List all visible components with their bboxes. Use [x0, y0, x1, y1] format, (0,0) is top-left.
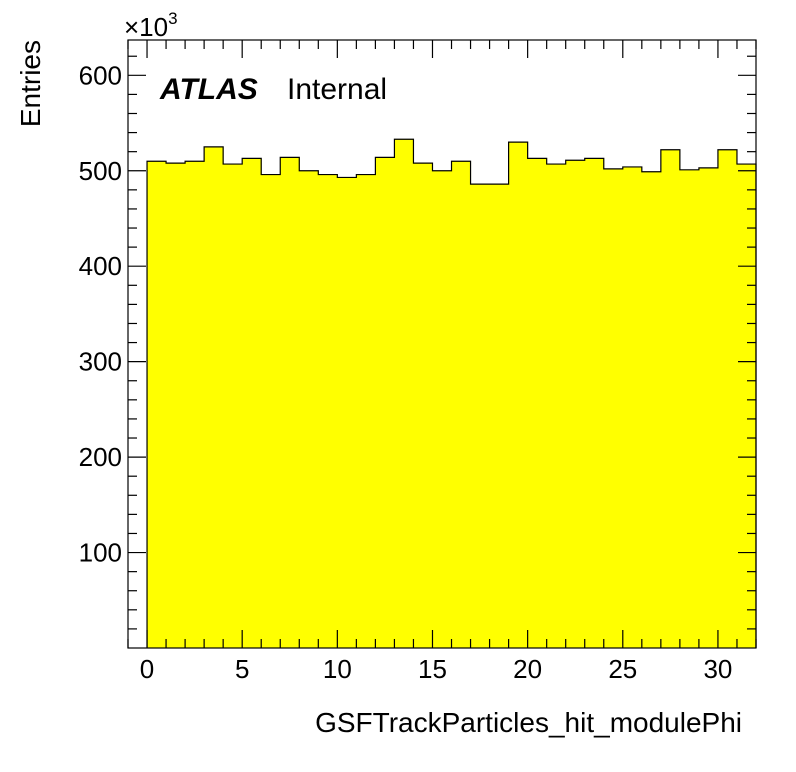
histogram-bar [166, 163, 186, 649]
histogram-bar [508, 142, 529, 648]
x-tick-label: 5 [235, 654, 249, 684]
y-axis-multiplier: ×103 [124, 9, 178, 42]
x-axis-label: GSFTrackParticles_hit_modulePhi [315, 707, 742, 738]
histogram-bar [413, 163, 433, 649]
y-tick-label: 300 [79, 347, 122, 377]
histogram-bar [641, 171, 662, 649]
histogram-bar [185, 161, 205, 649]
histogram-bar [584, 158, 605, 648]
histogram-bar [261, 174, 281, 648]
x-tick-label: 0 [140, 654, 154, 684]
histogram-bar [242, 158, 262, 648]
histogram-bar [432, 170, 453, 649]
histogram-bar [717, 149, 738, 648]
y-tick-label: 500 [79, 156, 122, 186]
x-tick-label: 25 [608, 654, 637, 684]
atlas-label: ATLAS [159, 73, 258, 106]
histogram-bar [698, 167, 719, 648]
histogram-bar [527, 158, 548, 648]
histogram-bar [223, 164, 243, 648]
y-tick-label: 600 [79, 60, 122, 90]
y-axis-multiplier-exponent: 3 [168, 9, 177, 28]
histogram-bar [489, 184, 510, 648]
histogram-bar [546, 164, 567, 648]
plot-frame [127, 39, 757, 649]
tick-labels: 0 5 10 15 20 25 30 100 200 300 400 500 600 [79, 60, 733, 684]
histogram-bar [660, 149, 681, 648]
x-tick-label: 20 [513, 654, 542, 684]
y-tick-label: 200 [79, 442, 122, 472]
histogram-bar [470, 184, 491, 648]
y-tick-label: 100 [79, 538, 122, 568]
histogram-bar [356, 174, 376, 648]
histogram-bar [736, 164, 757, 648]
atlas-status-label: Internal [287, 73, 387, 106]
histogram-bar [280, 157, 300, 648]
histogram-bar [603, 168, 624, 648]
axis-ticks [127, 40, 757, 648]
histogram-bar [622, 166, 643, 648]
histogram-bar [451, 161, 472, 649]
x-tick-label: 30 [703, 654, 732, 684]
histogram-bar [679, 169, 700, 648]
histogram-bar [394, 139, 414, 648]
histogram-bar [299, 170, 319, 649]
y-tick-label: 400 [79, 251, 122, 281]
histogram-bar [318, 174, 338, 648]
histogram-bar [337, 177, 357, 648]
histogram-bar [147, 161, 167, 649]
x-tick-label: 15 [418, 654, 447, 684]
histogram-outline [146, 138, 757, 648]
histogram-bar [204, 146, 224, 648]
histogram-bar [375, 157, 395, 648]
x-tick-label: 10 [323, 654, 352, 684]
histogram-bars [147, 139, 757, 649]
y-axis-label: Entries [15, 40, 46, 127]
histogram-bar [565, 160, 586, 648]
